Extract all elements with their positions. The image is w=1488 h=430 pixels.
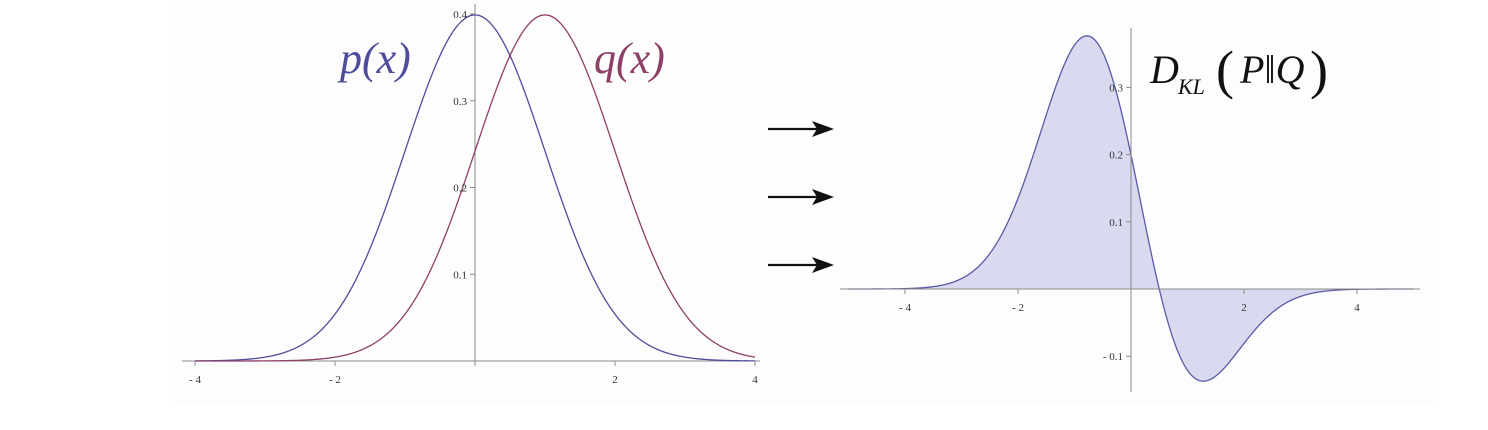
- kl-close-paren: ): [1310, 40, 1328, 100]
- left-y-tick-label: 0.3: [453, 96, 467, 108]
- left-series: [194, 14, 756, 362]
- arrow-icon: [768, 121, 834, 137]
- left-x-tick-label: - 4: [189, 374, 201, 386]
- kl-symbol: D: [1149, 47, 1179, 92]
- right-x-tick-label: - 4: [899, 302, 911, 314]
- kl-open-paren: (: [1216, 40, 1234, 100]
- kl-title: D KL ( P‖Q ): [1149, 40, 1328, 100]
- right-ticks: - 4 - 2 2 4 - 0.1 0.1 0.2 0.3: [899, 82, 1360, 363]
- left-x-tick-label: 2: [612, 374, 618, 386]
- right-x-tick-label: - 2: [1012, 302, 1024, 314]
- right-x-tick-label: 4: [1354, 302, 1360, 314]
- p-curve: [194, 14, 756, 362]
- left-x-tick-label: 4: [752, 374, 758, 386]
- left-y-tick-label: 0.2: [453, 183, 467, 195]
- right-y-tick-label: 0.1: [1109, 217, 1123, 229]
- arrow-icon: [768, 257, 834, 273]
- right-y-tick-label: 0.3: [1109, 82, 1123, 94]
- kl-subscript: KL: [1177, 74, 1205, 99]
- right-x-tick-label: 2: [1241, 302, 1247, 314]
- right-y-tick-label: - 0.1: [1103, 351, 1123, 363]
- p-curve-label: p(x): [337, 34, 411, 83]
- q-curve-label: q(x): [594, 34, 665, 83]
- left-ticks: - 4 - 2 2 4 0.1 0.2 0.3 0.4: [189, 9, 758, 386]
- left-y-tick-label: 0.1: [453, 269, 467, 281]
- arrow-icon: [768, 189, 834, 205]
- left-x-tick-label: - 2: [329, 374, 341, 386]
- right-axes: [840, 28, 1420, 392]
- right-y-tick-label: 0.2: [1109, 150, 1123, 162]
- left-y-tick-label: 0.4: [453, 9, 467, 21]
- kl-argument: P‖Q: [1239, 47, 1305, 92]
- q-curve: [195, 14, 756, 362]
